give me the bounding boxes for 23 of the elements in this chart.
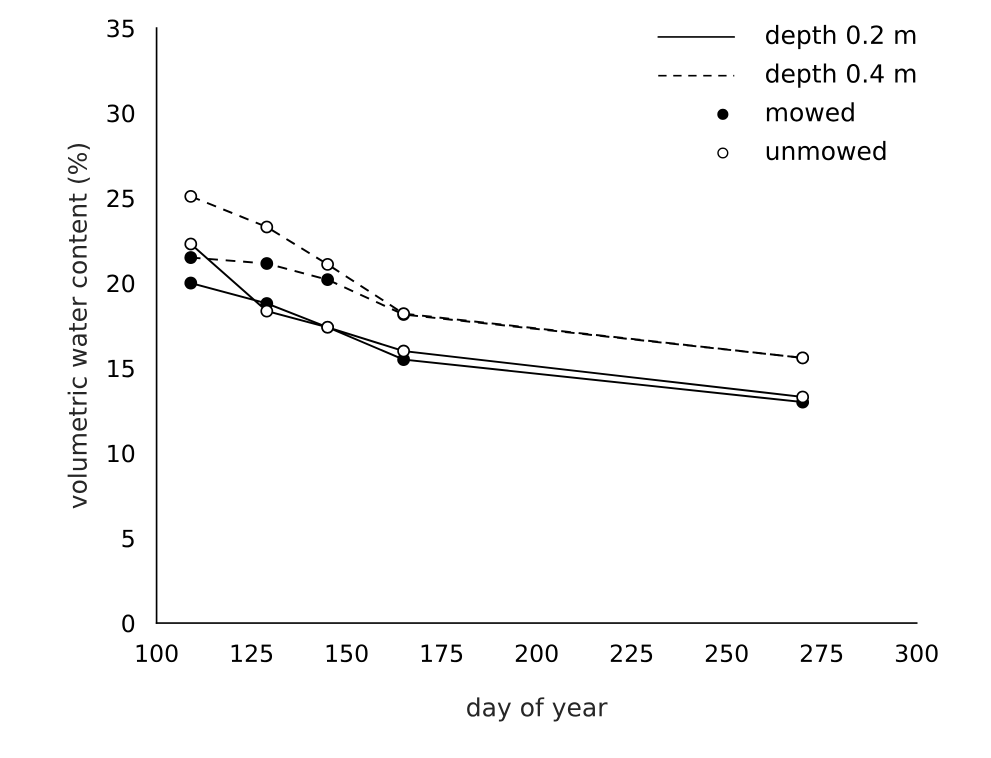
y-tick-label: 30 xyxy=(108,104,134,122)
x-tick-label: 225 xyxy=(610,644,652,662)
x-tick-label: 125 xyxy=(232,644,272,662)
x-tick-label: 100 xyxy=(136,644,178,662)
annotation: unmowed xyxy=(766,140,886,160)
x-tick-label: 150 xyxy=(326,644,368,662)
x-tick-label: 175 xyxy=(422,644,462,662)
y-tick-label: 25 xyxy=(107,190,134,208)
x-tick-label: 275 xyxy=(800,644,842,662)
x-tick-label: 250 xyxy=(706,644,748,662)
y-axis-title: volumetric water content (%) xyxy=(68,144,90,509)
y-tick-label: 15 xyxy=(108,360,134,378)
y-tick-label: 10 xyxy=(108,444,134,462)
annotation: depth 0.2 m xyxy=(766,24,916,50)
y-tick-label: 35 xyxy=(108,19,134,38)
y-tick-label: 20 xyxy=(107,274,134,292)
x-axis-title: day of year xyxy=(467,697,608,722)
x-tick-label: 300 xyxy=(896,644,938,662)
y-tick-label: 5 xyxy=(122,530,134,548)
annotation: mowed xyxy=(766,102,854,122)
y-tick-label: 0 xyxy=(122,614,134,632)
annotation: depth 0.4 m xyxy=(766,64,916,88)
x-tick-label: 200 xyxy=(516,644,558,662)
